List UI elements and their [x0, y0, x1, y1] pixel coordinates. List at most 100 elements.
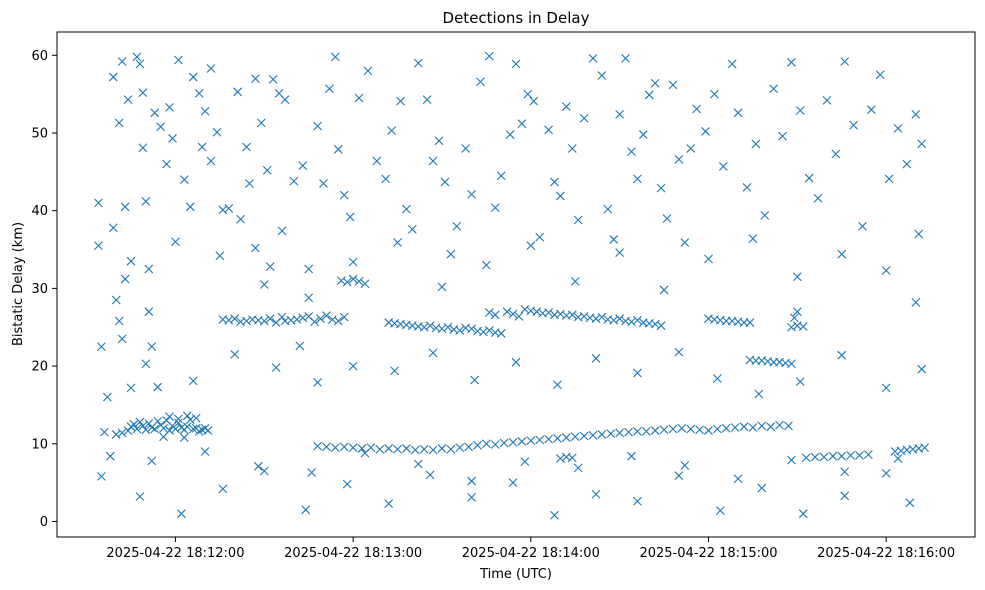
data-point	[230, 314, 240, 324]
data-point	[425, 470, 435, 480]
data-point	[413, 459, 423, 469]
data-point	[638, 130, 648, 139]
data-point	[102, 392, 112, 402]
data-point	[633, 174, 642, 184]
data-point	[787, 455, 796, 465]
data-point	[265, 314, 275, 324]
data-point	[135, 59, 145, 69]
data-point	[591, 489, 601, 499]
data-point	[330, 52, 340, 62]
data-point	[787, 322, 796, 332]
data-point	[188, 376, 198, 386]
data-point	[656, 183, 666, 193]
data-point	[348, 274, 358, 284]
data-point	[313, 378, 322, 387]
data-point	[718, 162, 728, 171]
data-point	[567, 144, 577, 153]
data-point	[686, 424, 696, 434]
data-point	[523, 89, 533, 99]
data-point	[532, 307, 542, 317]
data-point	[881, 468, 891, 478]
data-point	[425, 321, 435, 331]
data-point	[769, 84, 779, 94]
data-point	[330, 443, 340, 453]
data-point	[419, 444, 429, 454]
data-point	[627, 317, 636, 327]
data-point	[212, 127, 222, 137]
data-point	[804, 173, 814, 183]
data-point	[280, 95, 290, 104]
data-point	[659, 285, 669, 295]
data-point	[117, 57, 127, 66]
data-point	[641, 426, 651, 436]
data-point	[680, 238, 690, 247]
data-point	[159, 432, 168, 442]
data-point	[588, 54, 598, 63]
data-point	[97, 472, 106, 481]
data-point	[467, 476, 476, 486]
data-point	[644, 90, 654, 100]
data-point	[298, 313, 308, 323]
data-point	[840, 467, 850, 477]
data-point	[259, 280, 269, 289]
data-point	[141, 425, 151, 435]
data-point	[446, 444, 456, 454]
data-point	[490, 440, 500, 449]
x-axis: 2025-04-22 18:12:00 2025-04-22 18:13:00 20…	[106, 537, 955, 561]
data-point	[633, 496, 642, 506]
data-point	[733, 108, 743, 118]
data-point	[801, 453, 811, 463]
data-point	[615, 109, 625, 119]
data-point	[733, 474, 743, 484]
data-point	[268, 75, 278, 84]
data-point	[304, 264, 314, 274]
data-point	[514, 311, 524, 321]
data-point	[588, 430, 598, 440]
data-point	[757, 483, 767, 493]
data-point	[390, 366, 399, 376]
data-point	[496, 171, 506, 181]
data-point	[307, 468, 317, 477]
data-point	[597, 312, 607, 322]
data-point	[470, 375, 479, 385]
data-point	[609, 235, 619, 244]
data-point	[342, 277, 352, 287]
data-point	[615, 248, 625, 258]
data-point	[837, 249, 847, 259]
data-point	[739, 422, 749, 432]
y-tick-label: 40	[31, 204, 48, 219]
data-point	[754, 389, 764, 399]
data-point	[511, 357, 521, 367]
y-axis: 0 10 20 30 40 50 60	[31, 49, 57, 530]
data-point	[108, 223, 118, 233]
data-point	[556, 309, 565, 319]
data-point	[295, 341, 305, 351]
data-point	[298, 161, 308, 171]
data-point	[218, 205, 228, 215]
data-point	[597, 71, 607, 80]
data-point	[443, 322, 453, 332]
data-point	[402, 204, 411, 214]
data-point	[120, 202, 130, 212]
data-point	[917, 139, 927, 149]
data-point	[381, 174, 391, 184]
data-point	[659, 425, 669, 435]
data-point	[197, 142, 207, 152]
data-point	[893, 454, 903, 463]
x-tick-label: 2025-04-22 18:15:00	[639, 546, 777, 561]
data-point	[544, 308, 553, 317]
data-point	[798, 322, 808, 331]
y-tick-label: 30	[31, 282, 48, 297]
data-point	[111, 430, 121, 439]
data-point	[757, 421, 767, 431]
data-point	[751, 139, 761, 149]
data-point	[591, 353, 601, 363]
data-point	[94, 198, 103, 208]
data-point	[496, 329, 506, 338]
data-point	[686, 144, 696, 153]
data-point	[615, 428, 625, 438]
y-tick-label: 50	[31, 127, 48, 142]
data-point	[339, 190, 349, 200]
data-point	[633, 426, 642, 436]
data-point	[490, 203, 500, 212]
